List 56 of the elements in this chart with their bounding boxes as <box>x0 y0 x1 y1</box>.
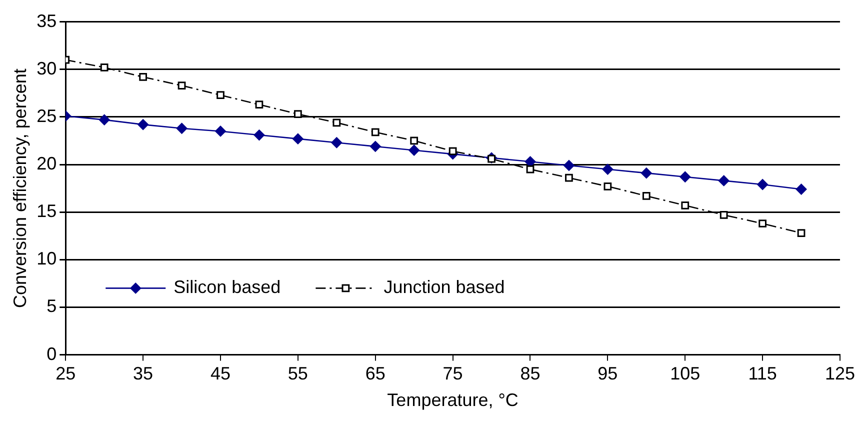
point <box>565 174 573 182</box>
point <box>254 130 265 141</box>
x-tick-label: 65 <box>365 364 386 384</box>
x-tick-label: 75 <box>442 364 463 384</box>
point <box>448 147 457 156</box>
point <box>681 201 690 210</box>
point <box>796 184 807 195</box>
y-tick-label: 5 <box>46 296 57 316</box>
y-tick-label: 10 <box>36 248 57 269</box>
x-tick-label: 95 <box>598 364 618 384</box>
point <box>602 164 614 175</box>
x-tick-label: 35 <box>133 364 154 384</box>
point <box>680 171 691 182</box>
point <box>139 73 147 81</box>
legend-label: Silicon based <box>174 277 281 298</box>
x-tick-label: 105 <box>670 364 700 384</box>
x-tick-label: 125 <box>824 364 856 384</box>
x-axis-title: Temperature, °C <box>387 390 518 410</box>
point <box>216 91 224 99</box>
point <box>332 118 341 127</box>
point <box>176 122 188 134</box>
point <box>331 137 342 148</box>
point <box>718 175 730 186</box>
x-tick-label: 55 <box>288 364 308 384</box>
y-tick-label: 25 <box>36 106 57 126</box>
point <box>720 211 728 219</box>
legend-label: Junction based <box>384 277 505 298</box>
x-tick-label: 115 <box>748 364 777 384</box>
point <box>757 178 768 190</box>
y-tick-label: 35 <box>36 10 57 31</box>
point <box>410 136 418 145</box>
point <box>178 82 186 90</box>
point <box>370 140 381 152</box>
point <box>640 168 652 179</box>
point <box>758 220 766 228</box>
y-tick-label: 30 <box>36 58 57 78</box>
point <box>255 100 264 109</box>
x-tick-label: 45 <box>210 364 231 384</box>
point <box>797 229 806 237</box>
point <box>100 64 108 72</box>
y-tick-label: 20 <box>36 153 57 174</box>
y-tick-label: 15 <box>36 201 57 222</box>
point <box>98 114 110 126</box>
point <box>642 192 650 200</box>
point <box>371 128 380 136</box>
point <box>526 165 534 174</box>
x-tick-label: 85 <box>520 364 540 384</box>
y-axis-title: Conversion efficiency, percent <box>10 68 30 308</box>
y-tick-label: 0 <box>46 344 57 364</box>
point <box>408 144 420 156</box>
point <box>214 126 226 137</box>
point <box>138 119 149 130</box>
point <box>563 160 574 171</box>
point <box>292 133 304 144</box>
point <box>488 154 496 163</box>
point <box>604 182 612 190</box>
